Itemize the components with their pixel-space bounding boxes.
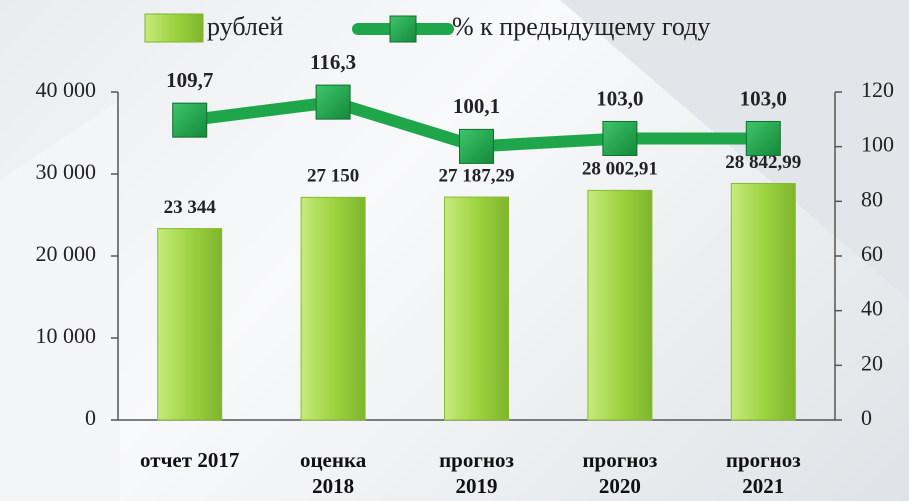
x-tick-label: отчет 2017	[140, 448, 240, 472]
data-label: 103,0	[596, 86, 643, 110]
marker	[459, 128, 494, 164]
y2-tick-label: 0	[861, 405, 872, 430]
y2-tick-label: 40	[861, 296, 883, 321]
marker	[315, 84, 351, 120]
y2-tick-label: 20	[861, 350, 883, 375]
bar	[730, 182, 796, 421]
y-tick-label: 30 000	[36, 159, 97, 184]
x-tick-label: прогноз 2020	[582, 448, 658, 498]
data-label: 28 002,91	[582, 159, 658, 180]
y2-tick-label: 120	[861, 77, 894, 102]
bar	[157, 228, 223, 421]
legend-swatch	[144, 13, 204, 43]
marker	[745, 120, 781, 156]
marker	[602, 120, 638, 156]
marker	[172, 102, 208, 138]
data-label: 28 842,99	[725, 152, 801, 173]
data-label: 116,3	[310, 50, 356, 74]
data-label: 23 344	[164, 197, 217, 218]
y-tick-label: 20 000	[36, 241, 97, 266]
y2-tick-label: 80	[861, 186, 883, 211]
x-tick-label: оценка 2018	[299, 448, 367, 498]
y2-tick-label: 60	[861, 241, 883, 266]
data-label: 27 187,29	[439, 165, 515, 186]
y-tick-label: 40 000	[36, 77, 97, 102]
bar	[444, 196, 509, 421]
x-tick-label: прогноз 2021	[725, 448, 801, 498]
y-tick-label: 0	[85, 405, 96, 430]
bg-shape	[560, 0, 909, 300]
bg-shape	[0, 100, 120, 501]
x-tick-label: прогноз 2019	[439, 448, 514, 498]
data-label: 103,0	[740, 86, 787, 110]
y2-tick-label: 100	[861, 132, 894, 157]
bar	[300, 196, 366, 421]
data-label: 27 150	[307, 166, 359, 187]
data-label: 109,7	[166, 68, 213, 92]
data-label: 100,1	[453, 94, 500, 118]
bar	[587, 189, 653, 421]
legend-label: % к предыдущему году	[452, 12, 710, 41]
y-tick-label: 10 000	[36, 323, 97, 348]
legend-swatch	[389, 15, 417, 43]
legend-label: рублей	[207, 12, 283, 41]
